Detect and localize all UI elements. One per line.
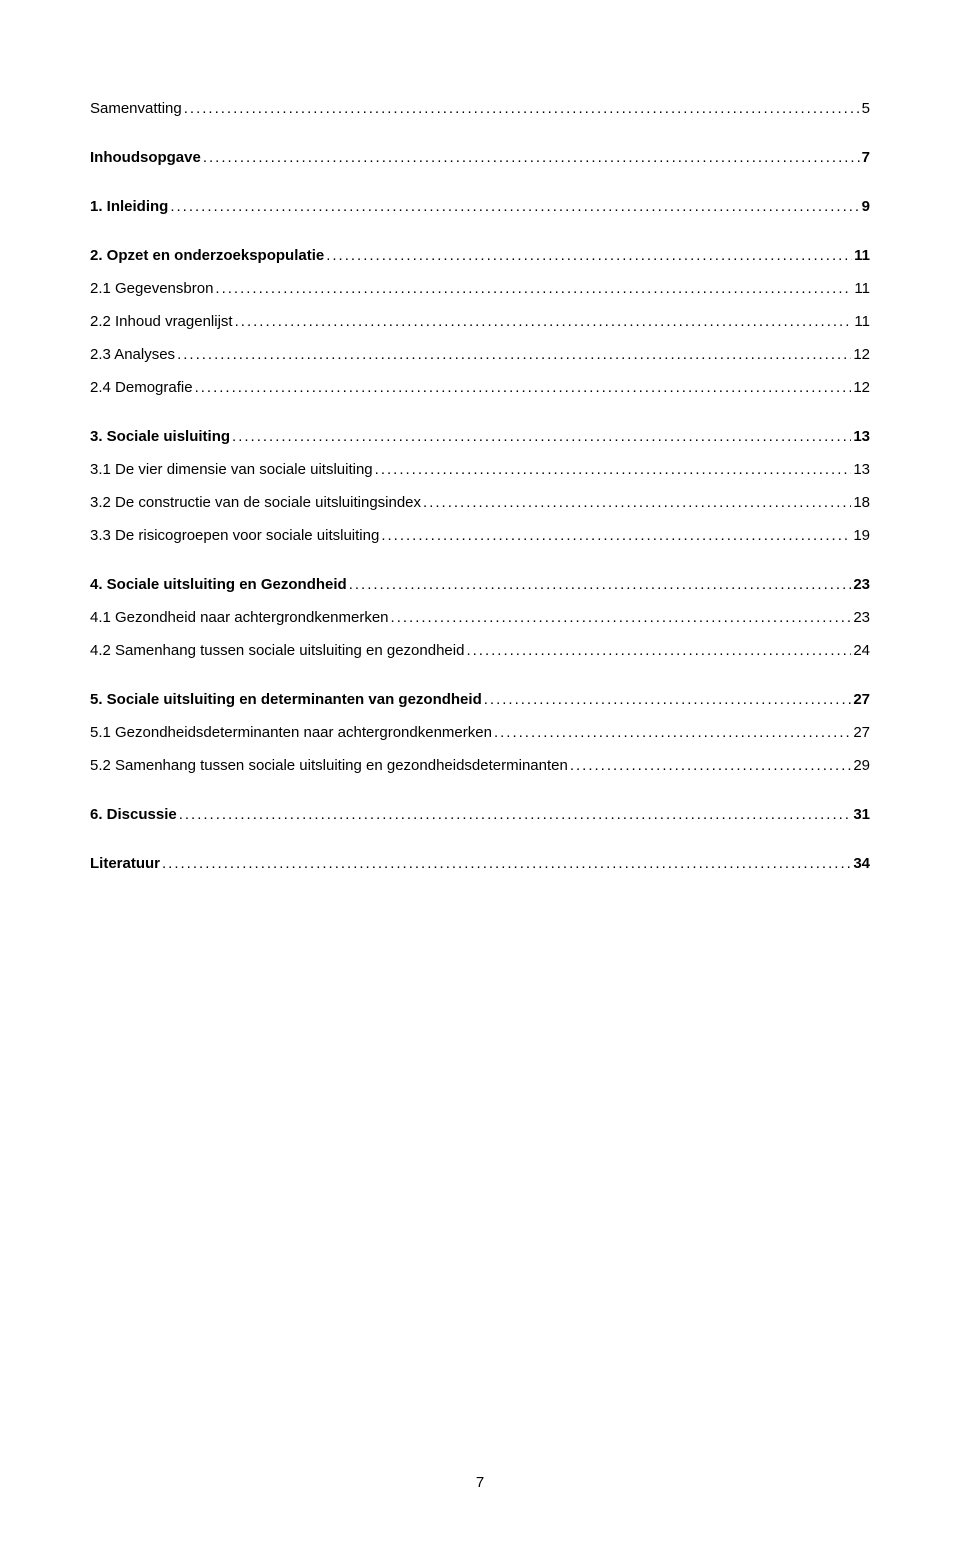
toc-page: 11 [854,313,870,330]
toc-dots [326,247,852,264]
toc-page: 34 [853,855,870,872]
toc-page: 12 [853,379,870,396]
toc-entry: 5.1 Gezondheidsdeterminanten naar achter… [90,724,870,741]
toc-dots [381,527,851,544]
toc-dots [177,346,851,363]
toc-entry: 3.2 De constructie van de sociale uitslu… [90,494,870,511]
toc-spacer [90,839,870,855]
toc-entry: 2. Opzet en onderzoekspopulatie 11 [90,247,870,264]
toc-entry: 4.2 Samenhang tussen sociale uitsluiting… [90,642,870,659]
toc-dots [162,855,851,872]
toc-label: 5.2 Samenhang tussen sociale uitsluiting… [90,757,568,774]
toc-entry: 5. Sociale uitsluiting en determinanten … [90,691,870,708]
toc-page: 12 [853,346,870,363]
toc-entry: Inhoudsopgave 7 [90,149,870,166]
toc-dots [375,461,852,478]
toc-dots [494,724,851,741]
toc-entry: 2.4 Demografie 12 [90,379,870,396]
toc-label: 4.2 Samenhang tussen sociale uitsluiting… [90,642,464,659]
toc-dots [232,428,851,445]
toc-dots [203,149,860,166]
toc-page: 29 [853,757,870,774]
toc-dots [423,494,851,511]
toc-label: 3.3 De risicogroepen voor sociale uitslu… [90,527,379,544]
toc-spacer [90,231,870,247]
toc-spacer [90,182,870,198]
toc-label: 1. Inleiding [90,198,168,215]
toc-label: 6. Discussie [90,806,177,823]
toc-spacer [90,412,870,428]
toc-dots [215,280,852,297]
toc-entry: Samenvatting 5 [90,100,870,117]
toc-page: 11 [854,247,870,264]
toc-label: 2.3 Analyses [90,346,175,363]
toc-label: 3.1 De vier dimensie van sociale uitslui… [90,461,373,478]
toc-dots [179,806,852,823]
toc-entry: 1. Inleiding 9 [90,198,870,215]
toc-entry: Literatuur 34 [90,855,870,872]
toc-label: 2.4 Demografie [90,379,193,396]
toc-spacer [90,675,870,691]
toc-dots [391,609,852,626]
toc-dots [570,757,851,774]
toc-entry: 6. Discussie 31 [90,806,870,823]
toc-page: 13 [853,428,870,445]
toc-page: 13 [853,461,870,478]
toc-page: 27 [853,691,870,708]
toc-spacer [90,790,870,806]
toc-label: 2. Opzet en onderzoekspopulatie [90,247,324,264]
toc-entry: 4.1 Gezondheid naar achtergrondkenmerken… [90,609,870,626]
toc-label: Literatuur [90,855,160,872]
toc-label: Inhoudsopgave [90,149,201,166]
toc-dots [170,198,859,215]
toc-dots [484,691,852,708]
toc-label: 5. Sociale uitsluiting en determinanten … [90,691,482,708]
toc-label: Samenvatting [90,100,182,117]
toc-dots [349,576,852,593]
toc-spacer [90,560,870,576]
toc-page: 7 [862,149,870,166]
toc-label: 3. Sociale uisluiting [90,428,230,445]
toc-entry: 5.2 Samenhang tussen sociale uitsluiting… [90,757,870,774]
toc-dots [235,313,853,330]
toc-page: 5 [862,100,870,117]
toc-entry: 2.2 Inhoud vragenlijst 11 [90,313,870,330]
toc-entry: 3. Sociale uisluiting 13 [90,428,870,445]
page-number: 7 [476,1474,484,1491]
toc-page: 11 [854,280,870,297]
toc-page: 9 [862,198,870,215]
toc-page: 23 [853,576,870,593]
toc-label: 4. Sociale uitsluiting en Gezondheid [90,576,347,593]
toc-entry: 3.3 De risicogroepen voor sociale uitslu… [90,527,870,544]
toc-spacer [90,133,870,149]
toc-entry: 2.3 Analyses 12 [90,346,870,363]
table-of-contents: Samenvatting 5 Inhoudsopgave 7 1. Inleiding 9… [90,100,870,872]
toc-label: 2.1 Gegevensbron [90,280,213,297]
toc-entry: 4. Sociale uitsluiting en Gezondheid 23 [90,576,870,593]
toc-entry: 2.1 Gegevensbron 11 [90,280,870,297]
toc-label: 3.2 De constructie van de sociale uitslu… [90,494,421,511]
toc-page: 19 [853,527,870,544]
toc-dots [184,100,860,117]
toc-page: 24 [853,642,870,659]
toc-page: 27 [853,724,870,741]
toc-dots [466,642,851,659]
toc-entry: 3.1 De vier dimensie van sociale uitslui… [90,461,870,478]
toc-label: 2.2 Inhoud vragenlijst [90,313,233,330]
toc-page: 23 [853,609,870,626]
toc-dots [195,379,852,396]
toc-label: 5.1 Gezondheidsdeterminanten naar achter… [90,724,492,741]
toc-page: 18 [853,494,870,511]
toc-page: 31 [853,806,870,823]
toc-label: 4.1 Gezondheid naar achtergrondkenmerken [90,609,389,626]
